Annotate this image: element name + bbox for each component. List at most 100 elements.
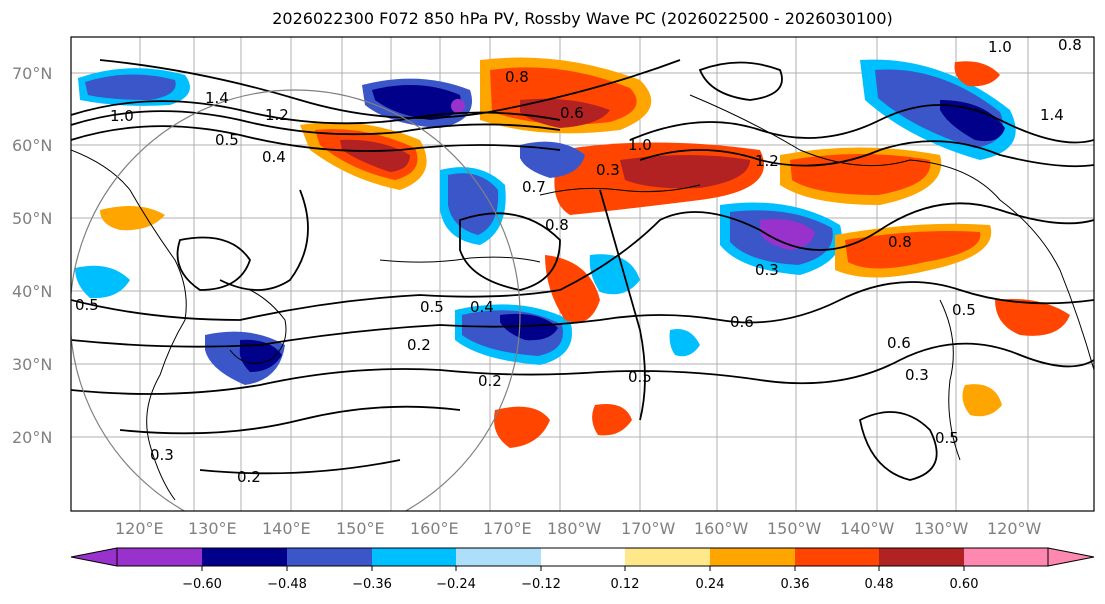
anomaly-positive: [340, 139, 410, 172]
colorbar-tick-label: 0.60: [950, 577, 979, 592]
colorbar-tick-marks: [201, 566, 965, 571]
colorbar-tick-label: 0.36: [781, 577, 810, 592]
lon-label: 150°W: [767, 519, 822, 538]
anomaly-negative: [372, 85, 461, 120]
contour-label: 0.4: [262, 148, 286, 166]
anomaly-negative: [669, 329, 700, 357]
contour-label: 0.5: [952, 301, 976, 319]
colorbar-tick-label: −0.48: [267, 577, 307, 592]
lon-label: 130°E: [188, 519, 237, 538]
anomaly-positive: [620, 155, 750, 189]
lon-label: 140°W: [840, 519, 895, 538]
colorbar-low-extension: [70, 547, 118, 567]
anomaly-negative: [239, 339, 282, 372]
lon-label: 140°E: [262, 519, 311, 538]
colorbar-bin: [456, 548, 541, 566]
lon-label: 170°E: [483, 519, 532, 538]
lat-label: 40°N: [12, 282, 52, 301]
contour-labels: 1.0 1.4 1.2 0.5 0.4 0.6 0.8 0.7 0.3 0.8 …: [75, 36, 1082, 486]
anomaly-negative: [940, 100, 1005, 142]
colorbar-frame: [116, 547, 1049, 567]
contour-label: 0.3: [905, 366, 929, 384]
contour-label: 1.0: [628, 136, 652, 154]
contour-label: 0.2: [237, 468, 261, 486]
contour-label: 0.3: [596, 161, 620, 179]
anomaly-positive: [845, 231, 981, 269]
contour-label: 0.6: [887, 334, 911, 352]
colorbar-bin: [879, 548, 964, 566]
colorbar-bin: [372, 548, 456, 566]
contour-label: 0.7: [522, 178, 546, 196]
lon-label: 180°W: [547, 519, 602, 538]
anomaly-positive: [100, 206, 165, 231]
anomaly-negative: [75, 265, 130, 299]
contour-label: 0.3: [150, 446, 174, 464]
anomaly-negative: [500, 313, 558, 341]
anomaly-positive: [962, 384, 1002, 417]
lon-label: 170°W: [621, 519, 676, 538]
map-frame: [70, 36, 1095, 512]
colorbar-bin: [710, 548, 795, 566]
colorbar-tick-label: 0.24: [696, 577, 725, 592]
pv-contours: [71, 59, 1094, 481]
contour-label: 0.4: [470, 298, 494, 316]
contour-label: 1.0: [988, 38, 1012, 56]
contour-label: 0.5: [75, 296, 99, 314]
contour-label: 0.5: [628, 368, 652, 386]
colorbar: −0.60 −0.48 −0.36 −0.24 −0.12 0.12 0.24 …: [70, 547, 1095, 592]
colorbar-bin: [287, 548, 372, 566]
lat-label: 50°N: [12, 209, 52, 228]
colorbar-tick-label: −0.60: [182, 577, 222, 592]
figure-title: 2026022300 F072 850 hPa PV, Rossby Wave …: [272, 9, 893, 28]
colorbar-tick-label: 0.12: [611, 577, 640, 592]
colorbar-tick-label: −0.24: [436, 577, 476, 592]
contour-label: 0.6: [560, 104, 584, 122]
coastlines: [71, 94, 1094, 501]
map-panel: 1.0 1.4 1.2 0.5 0.4 0.6 0.8 0.7 0.3 0.8 …: [70, 36, 1095, 512]
contour-label: 0.5: [420, 298, 444, 316]
contour-label: 0.3: [755, 261, 779, 279]
contour-label: 1.2: [755, 152, 779, 170]
colorbar-tick-label: 0.48: [865, 577, 894, 592]
contour-label: 1.2: [265, 106, 289, 124]
anomaly-positive: [494, 406, 550, 448]
contour-label: 0.8: [545, 216, 569, 234]
great-circle-outline: [71, 89, 521, 511]
contour-label: 0.8: [505, 68, 529, 86]
contour-label: 0.8: [1058, 36, 1082, 54]
colorbar-bin: [202, 548, 287, 566]
colorbar-high-extension: [1047, 547, 1095, 567]
contour-label: 0.5: [935, 429, 959, 447]
lon-label: 160°E: [410, 519, 459, 538]
contour-label: 1.4: [1040, 106, 1064, 124]
lon-label: 120°W: [987, 519, 1042, 538]
lat-label: 70°N: [12, 64, 52, 83]
colorbar-bin: [117, 548, 202, 566]
colorbar-tick-label: −0.36: [352, 577, 392, 592]
colorbar-bin: [625, 548, 710, 566]
contour-label: 0.2: [407, 336, 431, 354]
anomaly-positive: [995, 299, 1070, 336]
anomaly-negative: [760, 218, 815, 250]
anomaly-positive: [954, 61, 1000, 87]
lon-label: 120°E: [115, 519, 164, 538]
colorbar-tick-label: −0.12: [521, 577, 561, 592]
contour-label: 1.0: [110, 107, 134, 125]
lon-label: 130°W: [914, 519, 969, 538]
colorbar-bin: [795, 548, 879, 566]
anomaly-negative: [520, 141, 585, 178]
anomaly-positive: [520, 98, 610, 128]
anomaly-positive: [545, 255, 600, 323]
lon-label: 160°W: [694, 519, 749, 538]
colorbar-bin: [541, 548, 625, 566]
contour-label: 0.5: [215, 131, 239, 149]
anomaly-negative: [85, 74, 176, 100]
contour-label: 1.4: [205, 89, 229, 107]
lon-label: 150°E: [336, 519, 385, 538]
colorbar-bin: [964, 548, 1048, 566]
anomaly-positive: [592, 404, 632, 436]
lat-label: 20°N: [12, 428, 52, 447]
longitude-labels: 120°E 130°E 140°E 150°E 160°E 170°E 180°…: [115, 519, 1042, 538]
lat-label: 30°N: [12, 355, 52, 374]
